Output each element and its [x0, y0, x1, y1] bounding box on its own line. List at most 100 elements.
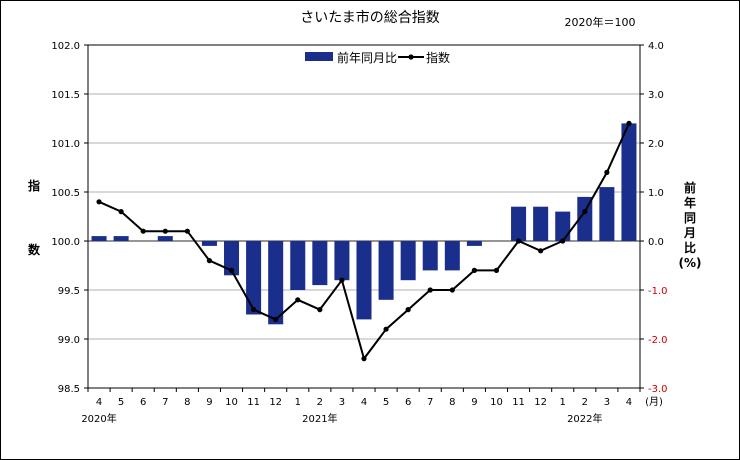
- bar: [599, 187, 615, 241]
- x-tick-label: 4: [96, 397, 102, 408]
- left-tick-label: 101.0: [51, 139, 80, 150]
- right-tick-label: -1.0: [648, 286, 668, 297]
- right-tick-label: 4.0: [648, 41, 664, 52]
- bar: [533, 206, 549, 241]
- line-point: [405, 307, 411, 313]
- x-tick-label: 4: [626, 397, 632, 408]
- x-tick-label: 12: [269, 397, 282, 408]
- right-axis-label: 月: [683, 226, 696, 240]
- x-tick-label: 5: [118, 397, 124, 408]
- bar: [577, 196, 593, 241]
- left-tick-label: 99.0: [58, 335, 80, 346]
- left-tick-label: 98.5: [58, 384, 80, 395]
- x-tick-label: 1: [560, 397, 566, 408]
- line-point: [538, 248, 544, 254]
- bar: [334, 241, 350, 281]
- bar: [224, 241, 240, 276]
- chart-title: さいたま市の総合指数: [300, 9, 440, 26]
- bar: [113, 236, 129, 241]
- x-tick-label: 4: [361, 397, 367, 408]
- left-tick-label: 99.5: [58, 286, 80, 297]
- left-tick-label: 100.0: [51, 237, 80, 248]
- legend-bar-swatch: [305, 52, 333, 61]
- year-label: 2021年: [302, 412, 337, 425]
- line-point: [427, 287, 433, 293]
- line-point: [493, 267, 500, 273]
- left-tick-label: 100.5: [51, 188, 80, 199]
- left-axis-label: 数: [28, 242, 41, 257]
- bar: [246, 241, 262, 315]
- legend-line-label: 指数: [426, 50, 450, 65]
- x-tick-label: 7: [427, 397, 433, 408]
- bar: [400, 241, 416, 281]
- x-tick-label: 3: [604, 397, 610, 408]
- x-tick-label: 6: [405, 397, 411, 408]
- x-tick-label: 1: [295, 397, 301, 408]
- bar-series: [91, 123, 637, 325]
- line-point: [582, 209, 588, 215]
- x-tick-label: 2: [317, 397, 323, 408]
- line-point: [228, 267, 235, 273]
- x-tick-label: 7: [162, 397, 168, 408]
- line-point: [184, 228, 190, 234]
- x-tick-label: 9: [206, 397, 212, 408]
- x-tick-label: 12: [534, 397, 547, 408]
- left-tick-label: 102.0: [51, 41, 80, 52]
- bar: [621, 123, 637, 241]
- bar: [511, 206, 527, 241]
- line-series: [96, 120, 632, 362]
- axes: [84, 44, 644, 392]
- line-point: [361, 356, 367, 362]
- right-axis-label: 前: [684, 180, 696, 195]
- year-label: 2022年: [567, 412, 602, 425]
- line-point: [626, 120, 632, 126]
- right-axis-label: 同: [684, 211, 696, 225]
- bar: [444, 241, 460, 271]
- line-point: [295, 297, 301, 303]
- left-tick-label: 101.5: [51, 90, 80, 101]
- line-point: [383, 326, 389, 332]
- right-axis-label: (%): [679, 256, 702, 270]
- left-axis-label: 指: [28, 178, 40, 193]
- line-point: [118, 209, 124, 215]
- x-tick-label: 6: [140, 397, 146, 408]
- legend: 前年同月比 指数: [305, 50, 450, 65]
- bar: [356, 241, 372, 320]
- bar: [312, 241, 328, 286]
- bar: [422, 241, 438, 271]
- x-tick-label: 8: [449, 397, 455, 408]
- bar: [201, 241, 217, 246]
- right-axis-label: 年: [684, 195, 696, 210]
- right-tick-label: -3.0: [648, 384, 668, 395]
- line-point: [317, 307, 323, 313]
- axis-labels: 98.599.099.5100.0100.5101.0101.5102.0-3.…: [28, 41, 702, 425]
- right-tick-label: 2.0: [648, 139, 664, 150]
- right-tick-label: -2.0: [648, 335, 668, 346]
- line-point: [560, 238, 566, 244]
- x-tick-label: 3: [339, 397, 345, 408]
- x-tick-label: 2: [582, 397, 588, 408]
- line-point: [140, 228, 146, 234]
- bar: [290, 241, 306, 290]
- x-tick-label: 10: [225, 397, 238, 408]
- right-axis-label: 比: [684, 240, 696, 255]
- line-point: [449, 287, 455, 293]
- bar: [268, 241, 284, 325]
- line-point: [96, 199, 102, 205]
- bar: [466, 241, 482, 246]
- base-note: 2020年＝100: [565, 15, 636, 29]
- x-tick-label: 9: [471, 397, 477, 408]
- x-tick-label: 5: [383, 397, 389, 408]
- right-tick-label: 1.0: [648, 188, 664, 199]
- line-point: [515, 238, 522, 244]
- line-point: [206, 258, 213, 264]
- right-tick-label: 0.0: [648, 237, 664, 248]
- x-tick-label: 10: [490, 397, 503, 408]
- bar: [91, 236, 107, 241]
- bar: [378, 241, 394, 300]
- x-unit-label: (月): [645, 396, 663, 408]
- line-point: [251, 307, 257, 313]
- x-tick-label: 11: [512, 397, 525, 408]
